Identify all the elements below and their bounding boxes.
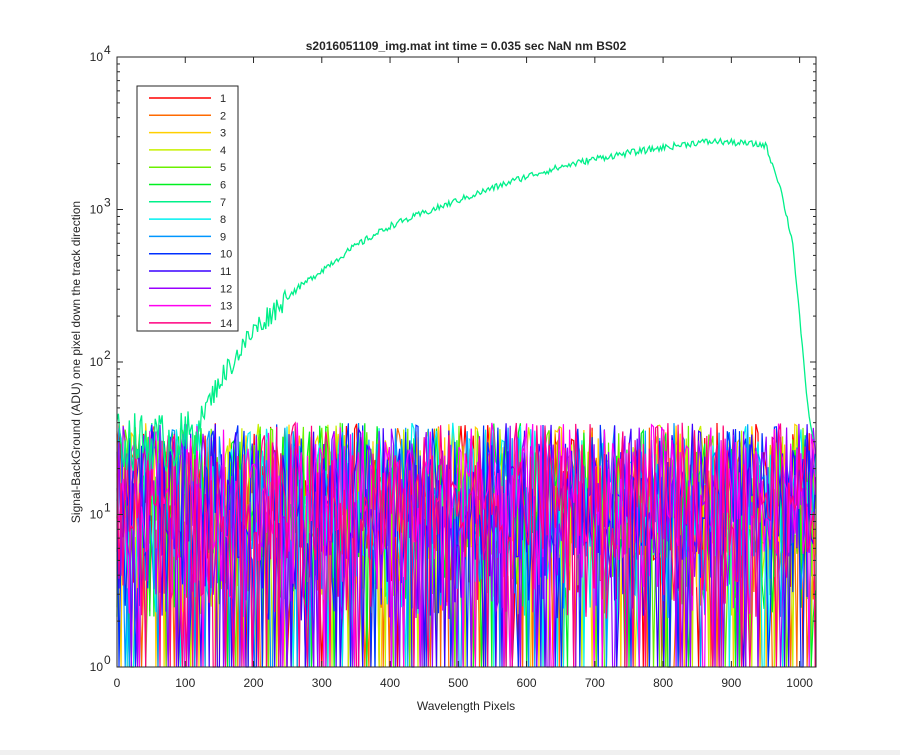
chart-title: s2016051109_img.mat int time = 0.035 sec… [306, 39, 627, 53]
legend-label-5: 5 [220, 162, 226, 174]
y-tick-label: 10 [90, 203, 104, 217]
y-tick-exponent: 4 [104, 43, 111, 57]
y-tick-label: 10 [90, 508, 104, 522]
x-tick-label: 900 [721, 676, 741, 690]
legend-label-8: 8 [220, 214, 226, 226]
legend-label-14: 14 [220, 318, 232, 330]
y-tick-label: 10 [90, 660, 104, 674]
legend-label-3: 3 [220, 128, 226, 140]
x-tick-label: 600 [517, 676, 537, 690]
y-tick-exponent: 2 [104, 348, 111, 362]
legend-label-9: 9 [220, 231, 226, 243]
legend-label-13: 13 [220, 301, 232, 313]
series-line-14 [116, 421, 816, 668]
series-line-12 [116, 423, 816, 668]
legend-label-2: 2 [220, 110, 226, 122]
series-line-7 [116, 137, 814, 473]
x-tick-label: 400 [380, 676, 400, 690]
legend-label-4: 4 [220, 145, 226, 157]
noise-lines [116, 421, 816, 668]
x-tick-label: 0 [114, 676, 121, 690]
x-tick-label: 800 [653, 676, 673, 690]
legend-label-11: 11 [220, 266, 231, 278]
y-tick-label: 10 [90, 355, 104, 369]
x-axis: 0 100 200 300 400 500 600 700 800 900 1000 [114, 57, 813, 690]
legend-label-12: 12 [220, 283, 232, 295]
x-tick-label: 500 [448, 676, 468, 690]
legend-label-6: 6 [220, 180, 226, 192]
y-tick-exponent: 3 [104, 196, 111, 210]
x-tick-label: 1000 [786, 676, 813, 690]
legend-label-1: 1 [220, 93, 226, 105]
legend-label-10: 10 [220, 249, 232, 261]
x-tick-label: 300 [312, 676, 332, 690]
x-axis-label: Wavelength Pixels [417, 699, 515, 713]
y-axis-label: Signal-BackGround (ADU) one pixel down t… [69, 201, 83, 523]
legend-label-7: 7 [220, 197, 226, 209]
x-tick-label: 100 [175, 676, 195, 690]
y-tick-exponent: 0 [104, 653, 111, 667]
y-tick-exponent: 1 [104, 501, 111, 515]
legend-box [136, 85, 239, 332]
x-tick-label: 200 [244, 676, 264, 690]
y-tick-label: 10 [90, 50, 104, 64]
x-tick-label: 700 [585, 676, 605, 690]
series-line-13 [116, 422, 816, 668]
signal-line [116, 137, 814, 473]
